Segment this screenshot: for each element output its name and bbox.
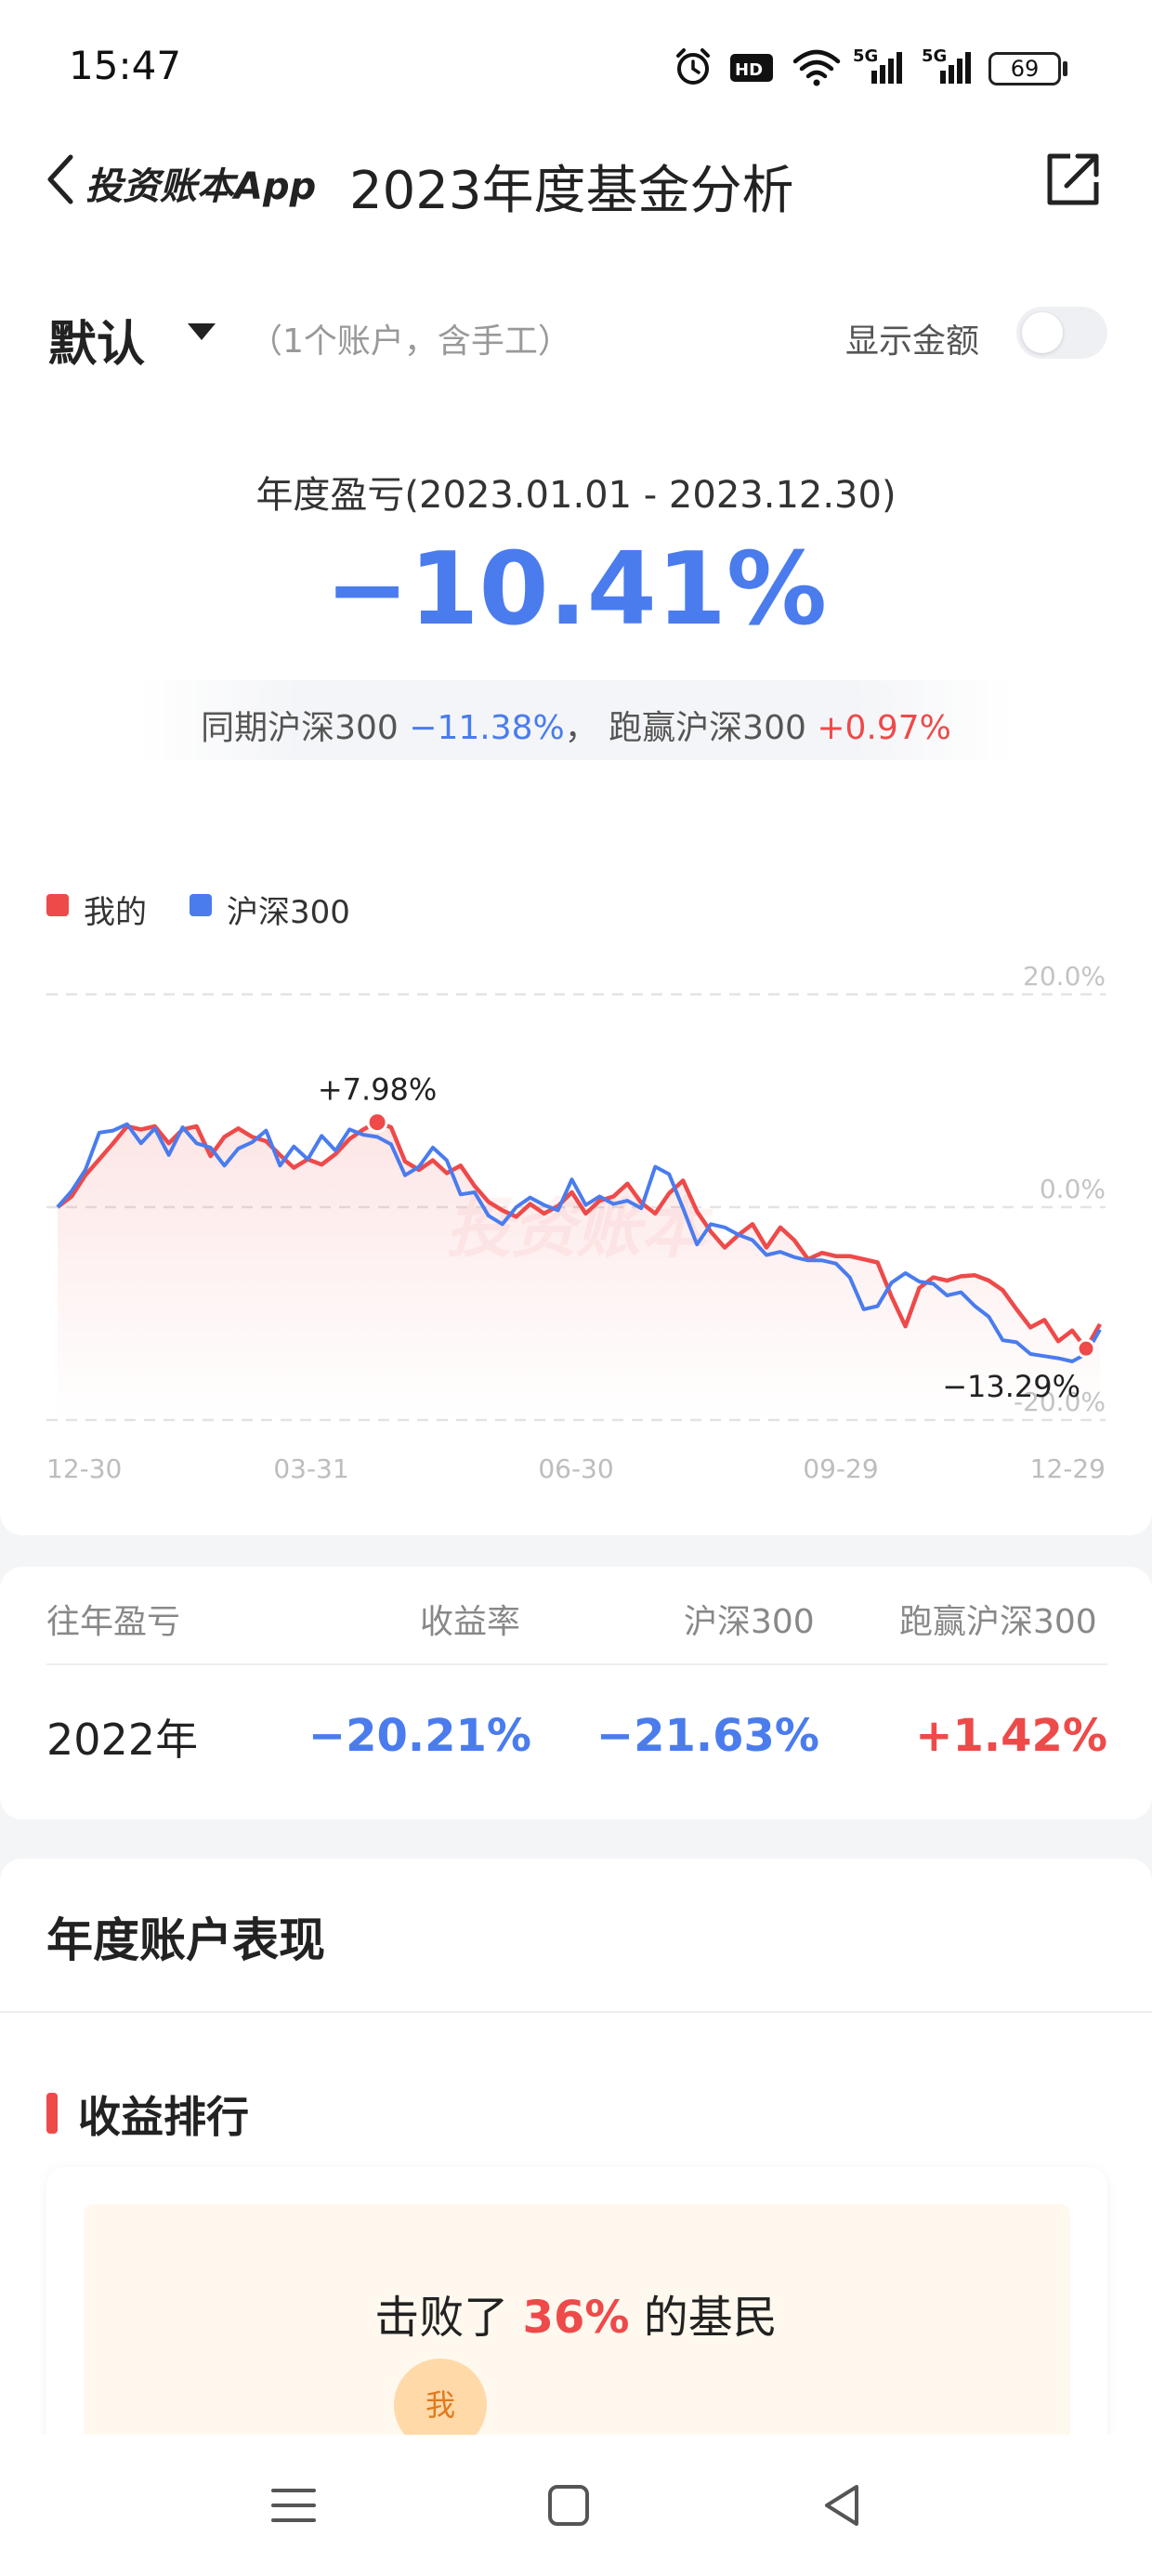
excess-return: +0.97% xyxy=(817,709,951,747)
x-tick-label: 12-30 xyxy=(46,1453,122,1484)
divider xyxy=(0,2011,1152,2013)
col-header-year: 往年盈亏 xyxy=(46,1603,181,1641)
x-tick-label: 03-31 xyxy=(273,1453,348,1484)
legend-swatch-mine xyxy=(46,894,69,916)
y-tick-label: 0.0% xyxy=(1040,1174,1106,1204)
section-accent-bar xyxy=(46,2093,58,2134)
beat-percent: 36% xyxy=(522,2292,630,2344)
table-row-year: 2022年 xyxy=(46,1715,199,1765)
previous-years-card xyxy=(0,1567,1152,1820)
legend-label-index: 沪深300 xyxy=(227,894,350,931)
annual-return: −10.41% xyxy=(324,532,828,648)
col-header-excess: 跑赢沪深300 xyxy=(899,1603,1097,1641)
min-point-label: −13.29% xyxy=(942,1369,1080,1404)
back-icon[interactable] xyxy=(814,2477,870,2533)
period-label: 年度盈亏(2023.01.01 - 2023.12.30) xyxy=(255,474,897,517)
min-point-marker xyxy=(1076,1338,1096,1359)
beat-prefix: 击败了 xyxy=(374,2292,523,2344)
signal-icon-sim1: 5G xyxy=(853,46,907,87)
return-chart[interactable]: 20.0%0.0%-20.0%12-3003-3106-3009-2912-29… xyxy=(0,948,1152,1487)
divider xyxy=(46,1663,1107,1665)
header-bar xyxy=(0,121,1152,242)
home-icon[interactable] xyxy=(541,2477,596,2533)
status-clock: 15:47 xyxy=(69,43,182,88)
col-header-return: 收益率 xyxy=(420,1603,521,1641)
battery-tip xyxy=(1063,61,1067,76)
mine-area xyxy=(58,1122,1100,1420)
x-tick-label: 06-30 xyxy=(538,1453,613,1484)
table-cell-excess: +1.42% xyxy=(915,1710,1107,1762)
legend-swatch-index xyxy=(190,894,212,916)
index-return: −11.38% xyxy=(409,709,565,747)
legend-label-mine: 我的 xyxy=(84,894,147,931)
signal-icon-sim2: 5G xyxy=(922,46,975,87)
caret-down-icon[interactable] xyxy=(186,322,217,342)
rank-title: 收益排行 xyxy=(78,2092,249,2142)
col-header-index: 沪深300 xyxy=(684,1603,815,1641)
show-amount-label: 显示金额 xyxy=(845,322,980,361)
max-point-marker xyxy=(366,1111,388,1134)
page-title: 2023年度基金分析 xyxy=(349,161,794,221)
signal-network-label: 5G xyxy=(853,46,879,66)
table-cell-index: −21.63% xyxy=(596,1710,819,1762)
share-icon[interactable] xyxy=(1044,151,1102,208)
system-nav-bar xyxy=(0,2435,1152,2576)
hd-voice-icon: HD xyxy=(730,54,773,82)
battery-icon: 69 xyxy=(988,52,1061,85)
benchmark-compare: 同期沪深300 −11.38%， 跑赢沪深300 +0.97% xyxy=(0,701,1152,749)
toggle-knob[interactable] xyxy=(1022,312,1063,353)
x-tick-label: 09-29 xyxy=(803,1453,878,1484)
back-arrow-icon[interactable] xyxy=(41,151,82,207)
beat-suffix: 的基民 xyxy=(629,2292,778,2344)
compare-box xyxy=(139,680,1013,760)
account-note: （1个账户，含手工） xyxy=(249,322,571,361)
compare-prefix: 同期沪深300 xyxy=(201,709,410,747)
svg-text:HD: HD xyxy=(735,60,763,80)
signal-network-label: 5G xyxy=(922,46,948,66)
app-name[interactable]: 投资账本App xyxy=(85,165,317,208)
table-cell-return: −20.21% xyxy=(308,1710,531,1762)
alarm-icon xyxy=(676,48,710,85)
series-line-index xyxy=(56,1122,1102,1363)
max-point-label: +7.98% xyxy=(318,1072,437,1108)
section-title: 年度账户表现 xyxy=(46,1913,325,1967)
wifi-icon xyxy=(792,49,841,86)
compare-mid: ， 跑赢沪深300 xyxy=(564,709,818,747)
y-tick-label: 20.0% xyxy=(1023,961,1106,992)
menu-icon[interactable] xyxy=(266,2477,321,2533)
x-tick-label: 12-29 xyxy=(1030,1453,1106,1484)
beat-statement: 击败了 36% 的基民 xyxy=(0,2280,1152,2346)
account-selector[interactable]: 默认 xyxy=(48,317,146,373)
